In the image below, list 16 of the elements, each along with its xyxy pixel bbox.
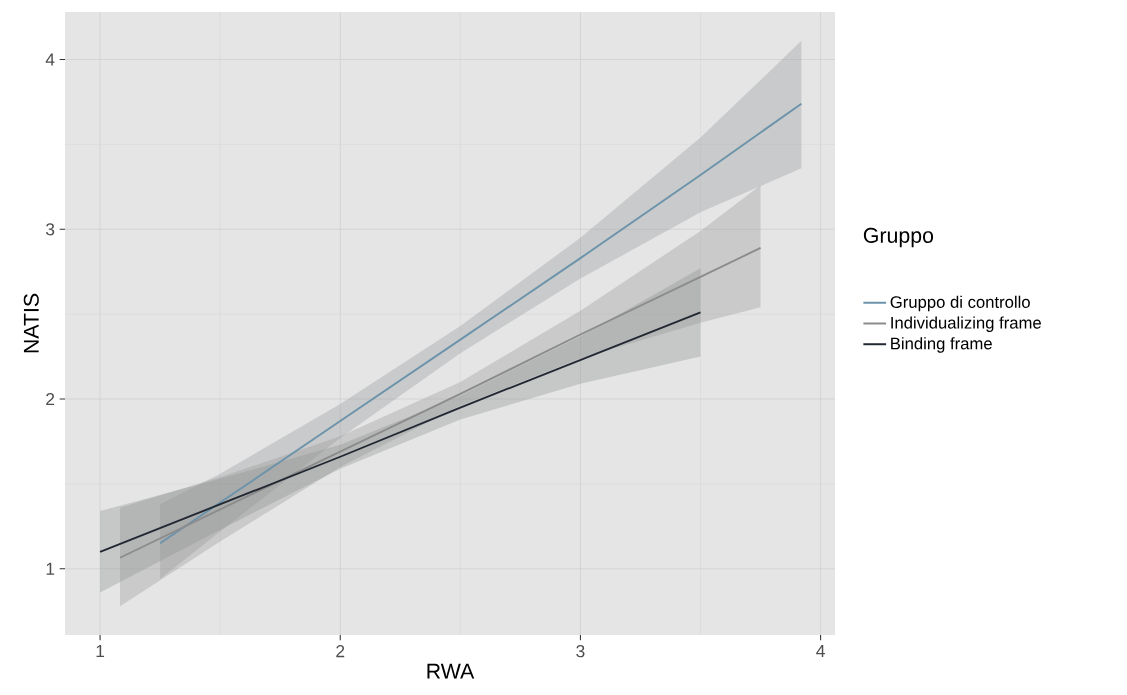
line-series bbox=[119, 247, 762, 559]
y-axis-title: NATIS bbox=[23, 293, 39, 353]
x-axis-title: RWA bbox=[427, 663, 475, 679]
x-tick-label: 3 bbox=[576, 645, 585, 658]
line-series bbox=[159, 102, 803, 545]
legend-title: Gruppo bbox=[863, 227, 934, 248]
y-tick-label: 4 bbox=[45, 53, 55, 66]
x-tick-label: 4 bbox=[816, 645, 825, 657]
y-tick-label: 1 bbox=[46, 562, 55, 575]
y-tick-label: 3 bbox=[46, 223, 55, 236]
legend-label: Gruppo di controllo bbox=[890, 295, 1030, 312]
y-tick-label: 2 bbox=[46, 392, 55, 406]
x-tick-label: 1 bbox=[96, 645, 105, 657]
legend-label: Individualizing frame bbox=[891, 316, 1041, 332]
x-tick-label: 2 bbox=[336, 645, 345, 658]
legend-label: Binding frame bbox=[891, 337, 992, 353]
